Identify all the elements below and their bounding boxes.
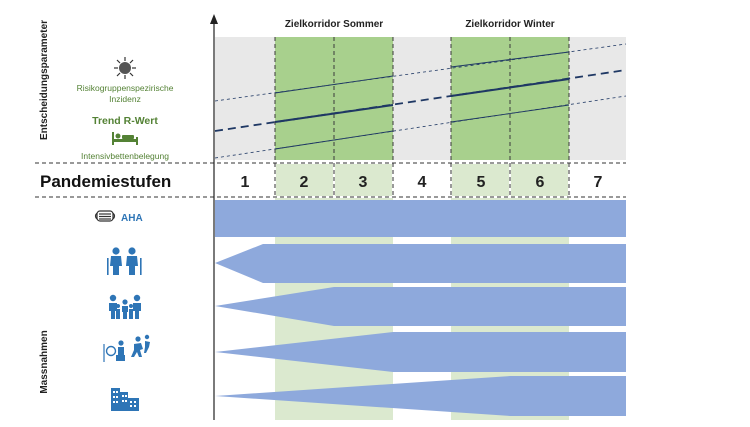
- stage-number-2: 2: [300, 174, 309, 191]
- incidence-label-line2: Inzidenz: [109, 94, 141, 104]
- stage-number-4: 4: [418, 174, 427, 191]
- icu-occupancy-label: Intensivbettenbelegung: [81, 151, 169, 161]
- measure-bands: [215, 200, 626, 416]
- stage-numbers: 1 2 3 4 5 6 7: [241, 174, 603, 191]
- family-icon: [109, 294, 141, 319]
- virus-icon: [114, 57, 136, 79]
- summer-corridor-highlight: [275, 37, 393, 160]
- y-axis-arrow: [210, 14, 218, 24]
- incidence-label-line1: Risikogruppenspezirische: [77, 83, 174, 93]
- stage-cell-bg-6: [511, 164, 568, 196]
- trend-lines: [214, 43, 627, 159]
- r-value-trend-label: Trend R-Wert: [92, 115, 158, 127]
- hospital-bed-icon: [112, 132, 138, 145]
- stage-number-3: 3: [359, 174, 368, 191]
- pandemic-stages-title: Pandemiestufen: [40, 172, 171, 191]
- winter-corridor-label: Zielkorridor Winter: [465, 19, 554, 30]
- stage-cell-bg-2: [276, 164, 333, 196]
- summer-corridor-label: Zielkorridor Sommer: [285, 19, 383, 30]
- event-music-icon: [103, 334, 150, 362]
- stage-number-5: 5: [477, 174, 486, 191]
- band-elderly: [215, 244, 626, 283]
- aha-label: AHA: [121, 213, 143, 224]
- band-family: [215, 287, 626, 326]
- stage-number-7: 7: [594, 174, 603, 191]
- band-aha: [215, 200, 626, 237]
- winter-corridor-highlight: [451, 37, 569, 160]
- side-label-measures: Massnahmen: [39, 330, 50, 393]
- stage-cell-bg-3: [335, 164, 392, 196]
- city-buildings-icon: [111, 388, 139, 411]
- stage-number-1: 1: [241, 174, 250, 191]
- band-economy: [215, 376, 626, 416]
- band-events: [215, 332, 626, 372]
- stage-cell-bg-5: [452, 164, 509, 196]
- stage-row-dividers: [274, 163, 570, 197]
- stage-number-6: 6: [536, 174, 545, 191]
- side-label-parameters: Entscheidungsparameter: [39, 20, 50, 140]
- face-mask-icon: [94, 210, 116, 222]
- elderly-people-icon: [107, 247, 142, 275]
